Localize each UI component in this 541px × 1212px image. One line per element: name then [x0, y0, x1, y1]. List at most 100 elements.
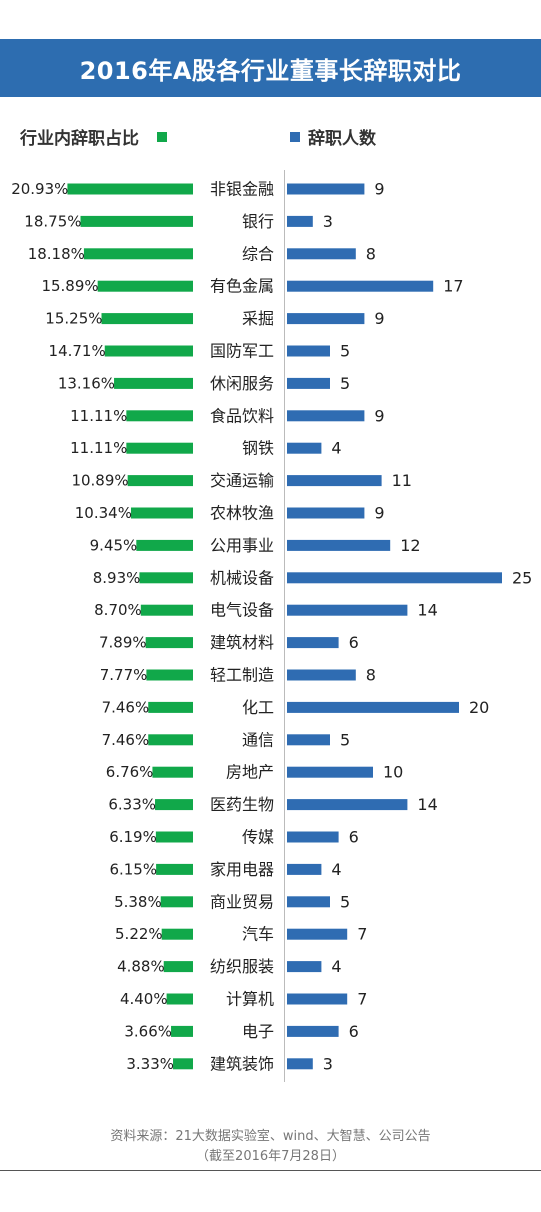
count-bar	[287, 377, 330, 389]
source-note: 资料来源：21大数据实验室、wind、大智慧、公司公告	[110, 1129, 431, 1144]
legend-count: 辞职人数	[290, 124, 376, 149]
count-bar	[287, 507, 365, 519]
share-value-label: 18.75%	[24, 212, 81, 230]
count-bar	[287, 701, 459, 713]
share-bar	[83, 248, 193, 260]
count-value-label: 25	[512, 568, 532, 587]
share-bar	[145, 637, 193, 649]
count-value-label: 4	[331, 439, 341, 458]
share-bar	[139, 572, 193, 584]
share-value-label: 6.76%	[106, 763, 154, 781]
count-bar	[287, 475, 382, 487]
category-label: 国防军工	[210, 342, 274, 361]
bottom-divider	[0, 1170, 541, 1171]
share-bar	[146, 669, 193, 681]
count-value-label: 7	[357, 925, 367, 944]
count-value-label: 14	[417, 601, 437, 620]
category-label: 汽车	[242, 925, 274, 944]
share-value-label: 10.89%	[71, 472, 128, 490]
share-value-label: 7.77%	[100, 666, 148, 684]
share-bar	[173, 1058, 193, 1070]
category-label: 钢铁	[242, 439, 274, 458]
count-value-label: 20	[469, 698, 489, 717]
share-value-label: 13.16%	[58, 374, 115, 392]
share-value-label: 6.19%	[109, 828, 157, 846]
count-value-label: 12	[400, 536, 420, 555]
share-bar	[171, 1025, 193, 1037]
count-value-label: 6	[349, 828, 359, 847]
category-label: 农林牧渔	[210, 504, 274, 523]
count-bar	[287, 993, 348, 1005]
category-label: 电子	[242, 1022, 274, 1041]
category-label: 机械设备	[210, 568, 274, 587]
share-bar	[101, 313, 193, 325]
legend-share: 行业内辞职占比	[20, 124, 167, 149]
count-bar	[287, 961, 322, 973]
count-value-label: 6	[349, 633, 359, 652]
count-bar	[287, 799, 408, 811]
count-bar	[287, 572, 502, 584]
share-bar	[97, 280, 193, 292]
legend-share-swatch	[157, 131, 167, 142]
share-value-label: 8.93%	[93, 569, 141, 587]
share-value-label: 7.46%	[102, 698, 150, 716]
share-bar	[136, 539, 193, 551]
category-label: 休闲服务	[210, 374, 274, 393]
share-bar	[80, 215, 193, 227]
count-value-label: 4	[331, 957, 341, 976]
share-value-label: 4.88%	[117, 958, 165, 976]
share-value-label: 6.33%	[108, 796, 156, 814]
legend-share-label: 行业内辞职占比	[20, 129, 139, 149]
share-bar	[148, 701, 193, 713]
share-value-label: 15.25%	[45, 310, 102, 328]
share-value-label: 8.70%	[94, 601, 142, 619]
share-bar	[126, 442, 193, 454]
category-label: 银行	[242, 212, 274, 231]
category-label: 综合	[242, 244, 274, 263]
count-bar	[287, 896, 330, 908]
category-label: 化工	[242, 698, 274, 717]
count-bar	[287, 637, 339, 649]
share-value-label: 10.34%	[75, 504, 132, 522]
count-value-label: 5	[340, 730, 350, 749]
category-label: 交通运输	[210, 471, 274, 490]
category-label: 采掘	[242, 309, 274, 328]
share-value-label: 9.45%	[90, 536, 138, 554]
share-bar	[160, 896, 193, 908]
count-bar	[287, 766, 373, 778]
share-value-label: 20.93%	[11, 180, 68, 198]
share-bar	[163, 961, 193, 973]
share-bar	[152, 766, 193, 778]
share-value-label: 5.22%	[115, 925, 163, 943]
count-value-label: 9	[374, 504, 384, 523]
share-bar	[155, 799, 193, 811]
count-bar	[287, 248, 356, 260]
count-bar	[287, 863, 322, 875]
category-label: 食品饮料	[210, 406, 274, 425]
share-bar	[140, 604, 193, 616]
count-bar	[287, 313, 365, 325]
share-value-label: 14.71%	[49, 342, 106, 360]
share-bar	[161, 928, 193, 940]
share-value-label: 5.38%	[114, 893, 162, 911]
share-bar	[155, 831, 193, 843]
count-value-label: 3	[323, 212, 333, 231]
count-value-label: 7	[357, 990, 367, 1009]
count-bar	[287, 1025, 339, 1037]
count-bar	[287, 604, 408, 616]
share-value-label: 3.33%	[126, 1055, 174, 1073]
share-bar	[126, 410, 193, 422]
count-value-label: 4	[331, 860, 341, 879]
category-label: 电气设备	[210, 601, 274, 620]
share-bar	[114, 377, 193, 389]
category-label: 传媒	[242, 828, 274, 847]
count-value-label: 8	[366, 244, 376, 263]
category-label: 商业贸易	[210, 892, 274, 911]
category-label: 轻工制造	[210, 666, 274, 685]
category-label: 家用电器	[210, 860, 274, 879]
count-bar	[287, 539, 391, 551]
count-bar	[287, 183, 365, 195]
share-value-label: 7.46%	[102, 731, 150, 749]
share-bar	[67, 183, 193, 195]
